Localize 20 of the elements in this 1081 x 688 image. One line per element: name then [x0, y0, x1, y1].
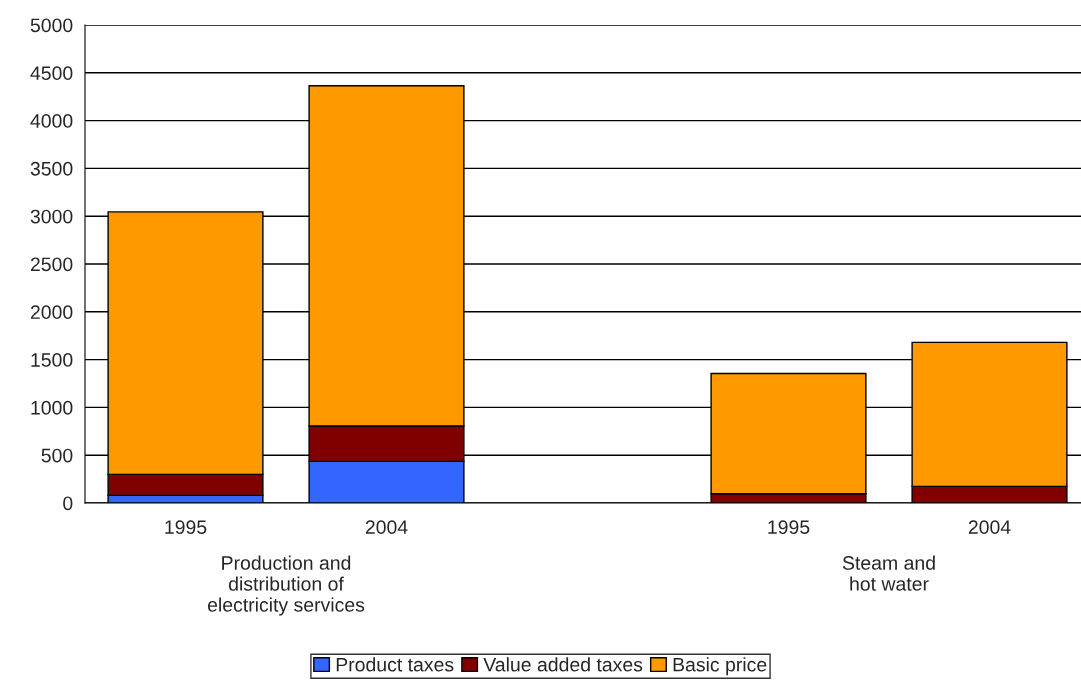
y-tick-label: 5000: [30, 18, 73, 33]
y-tick-label: 3500: [30, 161, 73, 176]
y-tick-label: 2000: [30, 305, 73, 320]
legend-label: Value added taxes: [483, 657, 643, 672]
legend-label: Product taxes: [336, 657, 454, 672]
x-tick-label: 1995: [165, 520, 207, 535]
y-tick-label: 3000: [30, 209, 73, 224]
x-tick-label: 2004: [968, 520, 1011, 535]
y-tick-label: 4000: [30, 114, 73, 128]
y-tick-label: 1000: [31, 400, 73, 415]
x-tick-label: 2004: [365, 520, 408, 535]
y-tick-label: 500: [41, 448, 73, 463]
y-tick-label: 4500: [30, 66, 73, 81]
text: Steam and hot water: [842, 555, 935, 591]
y-tick-label: 2500: [30, 257, 73, 272]
legend-label: Basic price: [673, 657, 767, 676]
text: Production and distribution of electricity services: [207, 555, 365, 616]
y-tick-label: 1500: [31, 353, 73, 367]
y-tick-label: 0: [63, 496, 73, 511]
x-tick-label: 1995: [768, 520, 810, 535]
